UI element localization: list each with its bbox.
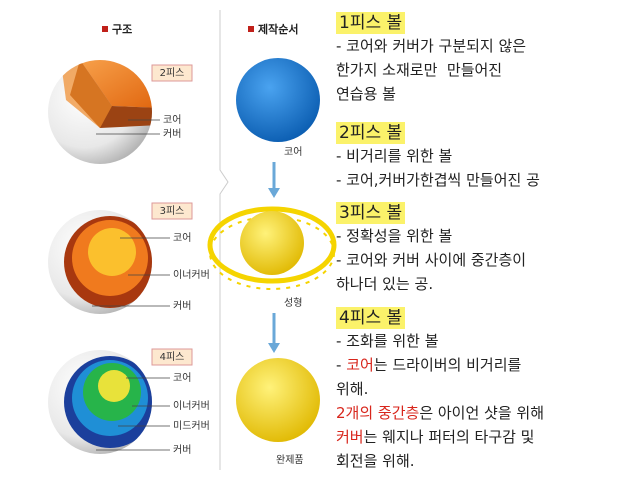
line: 연습용 볼 xyxy=(336,82,636,106)
text: 는 웨지나 퍼터의 타구감 및 xyxy=(363,428,535,446)
ball-cut xyxy=(64,356,152,448)
shape xyxy=(209,216,335,290)
description-title: 4피스 볼 xyxy=(336,307,406,329)
line: - 비거리를 위한 볼 xyxy=(336,144,636,168)
layer-label: 미드커버 xyxy=(173,420,210,432)
line: - 조화를 위한 볼 xyxy=(336,329,636,353)
step-label: 완제품 xyxy=(276,454,304,466)
bullet xyxy=(248,26,254,32)
ball-cut xyxy=(64,216,152,308)
description-title: 2피스 볼 xyxy=(336,122,406,144)
mold xyxy=(207,206,337,290)
shape xyxy=(62,60,112,128)
step-label: 성형 xyxy=(284,297,302,309)
line: 커버는 웨지나 퍼터의 타구감 및 xyxy=(336,425,636,449)
emphasis: 커버 xyxy=(336,428,364,446)
label-box xyxy=(151,348,193,366)
emphasis: 2개의 중간층 xyxy=(336,404,420,422)
text: 회전을 위해. xyxy=(336,452,415,470)
shape xyxy=(240,211,304,275)
line: - 코어는 드라이버의 비거리를 xyxy=(336,353,636,377)
line: 회전을 위해. xyxy=(336,449,636,473)
layer-label: 커버 xyxy=(173,444,191,456)
text: 는 드라이버의 비거리를 xyxy=(373,356,522,374)
line: - 코어,커버가한겹씩 만들어진 공 xyxy=(336,168,636,192)
text: 위해. xyxy=(336,380,369,398)
text: - 정확성을 위한 볼 xyxy=(336,227,453,245)
layer-label: 이너커버 xyxy=(173,400,210,412)
layer-label: 이너커버 xyxy=(173,269,210,281)
text: - 조화를 위한 볼 xyxy=(336,332,439,350)
layer-label: 코어 xyxy=(163,114,181,126)
description: 4피스 볼 - 조화를 위한 볼 - 코어는 드라이버의 비거리를 위해. 2개… xyxy=(336,307,636,473)
line: 한가지 소재로만 만들어진 xyxy=(336,58,636,82)
text: 한가지 소재로만 만들어진 xyxy=(336,61,503,79)
layer-label: 커버 xyxy=(173,300,191,312)
line: - 정확성을 위한 볼 xyxy=(336,224,636,248)
shape xyxy=(98,370,130,402)
process-header: 제작순서 xyxy=(258,22,298,36)
layer-label: 커버 xyxy=(163,128,181,140)
text: 은 아이언 샷을 위해 xyxy=(419,404,545,422)
text: - 코어,커버가한겹씩 만들어진 공 xyxy=(336,171,540,189)
description-title: 3피스 볼 xyxy=(336,202,406,224)
ball-label: 2피스 xyxy=(160,67,185,79)
text: - xyxy=(336,356,347,374)
line: 위해. xyxy=(336,377,636,401)
ball-label: 4피스 xyxy=(160,351,185,363)
line: - 코어와 커버가 구분되지 않은 xyxy=(336,34,636,58)
structure-header: 구조 xyxy=(112,23,132,36)
text: - 코어와 커버가 구분되지 않은 xyxy=(336,37,527,55)
text: - 비거리를 위한 볼 xyxy=(336,147,453,165)
line: 하나더 있는 공. xyxy=(336,272,636,296)
finished-ball xyxy=(236,358,320,442)
core-ball xyxy=(236,58,320,142)
text: 연습용 볼 xyxy=(336,85,396,103)
arrow-head xyxy=(268,343,280,353)
description: 1피스 볼 - 코어와 커버가 구분되지 않은 한가지 소재로만 만들어진 연습… xyxy=(336,12,636,106)
description: 3피스 볼 - 정확성을 위한 볼 - 코어와 커버 사이에 중간층이 하나더 … xyxy=(336,202,636,296)
description: 2피스 볼 - 비거리를 위한 볼 - 코어,커버가한겹씩 만들어진 공 xyxy=(336,122,636,192)
step-label: 코어 xyxy=(284,146,302,158)
line: 2개의 중간층은 아이언 샷을 위해 xyxy=(336,401,636,425)
text: - 코어와 커버 사이에 중간층이 xyxy=(336,251,527,269)
divider xyxy=(219,10,229,470)
text: 하나더 있는 공. xyxy=(336,275,434,293)
layer-label: 코어 xyxy=(173,232,191,244)
ball-label: 3피스 xyxy=(160,205,185,217)
shape xyxy=(88,228,136,276)
line: - 코어와 커버 사이에 중간층이 xyxy=(336,248,636,272)
arrow-head xyxy=(268,188,280,198)
shape xyxy=(207,206,337,284)
layer-label: 코어 xyxy=(173,372,191,384)
description-title: 1피스 볼 xyxy=(336,12,406,34)
label-box xyxy=(151,64,193,82)
emphasis: 코어 xyxy=(346,356,374,374)
label-box xyxy=(151,202,193,220)
bullet xyxy=(102,26,108,32)
